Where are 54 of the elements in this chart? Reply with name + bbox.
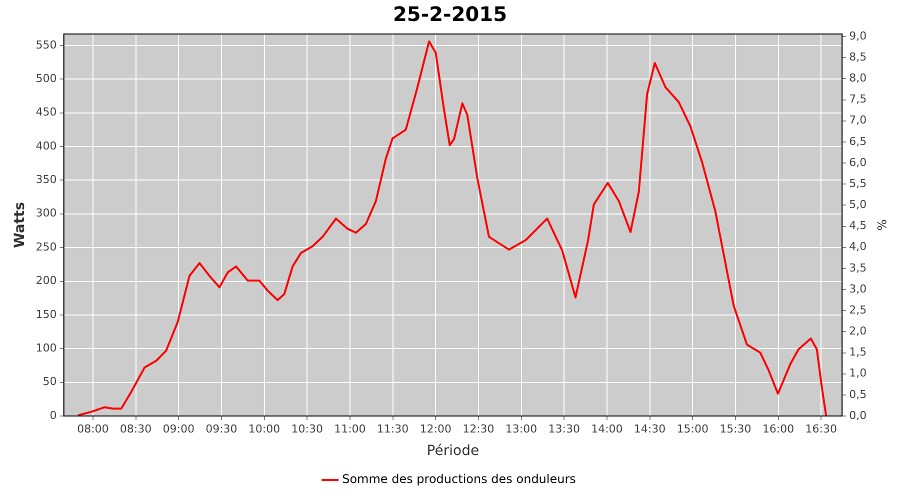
- y2-tick-label: 4,5: [849, 219, 867, 232]
- x-tick-label: 12:00: [420, 422, 452, 436]
- y-tick-label: 200: [36, 274, 57, 288]
- x-tick-label: 09:30: [206, 422, 238, 436]
- y2-tick-label: 3,0: [849, 282, 867, 296]
- y2-tick-label: 1,0: [849, 366, 867, 380]
- y-tick-label: 0: [50, 408, 57, 422]
- y-tick-label: 300: [36, 206, 57, 220]
- y2-tick-label: 7,5: [849, 92, 867, 106]
- chart-title: 25-2-2015: [392, 2, 508, 26]
- x-tick-label: 15:00: [676, 422, 708, 436]
- y2-tick-label: 2,0: [849, 324, 867, 338]
- y-tick-label: 500: [36, 72, 57, 85]
- y2-tick-label: 2,5: [849, 303, 867, 316]
- y-tick-label: 550: [36, 38, 57, 52]
- y2-tick-label: 8,0: [849, 72, 867, 85]
- y2-tick-label: 9,0: [849, 29, 867, 42]
- y2-tick-label: 1,5: [849, 346, 867, 359]
- y2-tick-label: 8,5: [849, 50, 867, 64]
- x-tick-label: 15:30: [720, 422, 752, 436]
- x-tick-label: 12:30: [462, 422, 494, 436]
- y-tick-label: 400: [36, 139, 57, 152]
- y-tick-label: 150: [36, 308, 57, 321]
- x-tick-label: 10:30: [291, 422, 323, 436]
- y2-tick-label: 5,5: [849, 176, 867, 190]
- y2-tick-label: 0,0: [849, 408, 867, 422]
- x-tick-label: 13:00: [505, 422, 538, 436]
- x-tick-label: 14:00: [591, 422, 623, 436]
- y2-tick-label: 7,0: [849, 114, 867, 127]
- x-tick-label: 16:30: [805, 422, 837, 436]
- x-axis-title: Période: [426, 443, 480, 460]
- x-tick-label: 13:30: [548, 422, 580, 436]
- x-tick-label: 11:00: [334, 422, 366, 436]
- x-tick-label: 14:30: [634, 422, 666, 436]
- y-tick-label: 350: [36, 173, 57, 186]
- y2-tick-label: 0,5: [849, 388, 867, 401]
- y2-axis-title: %: [874, 219, 889, 231]
- x-tick-label: 16:00: [762, 422, 794, 436]
- y-tick-label: 450: [36, 106, 57, 119]
- y-tick-label: 100: [36, 341, 57, 354]
- y-tick-label: 250: [36, 240, 57, 254]
- y2-tick-label: 4,0: [849, 240, 867, 254]
- y2-tick-label: 3,5: [849, 261, 867, 274]
- y-axis-title: Watts: [12, 202, 28, 248]
- x-tick-label: 08:00: [77, 422, 109, 436]
- y-tick-label: 50: [42, 375, 57, 388]
- legend-label: Somme des productions des onduleurs: [342, 472, 576, 486]
- y2-tick-label: 5,0: [849, 198, 867, 212]
- y2-tick-label: 6,0: [849, 156, 867, 169]
- x-tick-label: 08:30: [120, 422, 152, 436]
- y2-tick-label: 6,5: [849, 134, 867, 148]
- x-tick-label: 11:30: [376, 422, 409, 436]
- x-tick-label: 09:00: [162, 422, 194, 436]
- x-tick-label: 10:00: [248, 422, 280, 436]
